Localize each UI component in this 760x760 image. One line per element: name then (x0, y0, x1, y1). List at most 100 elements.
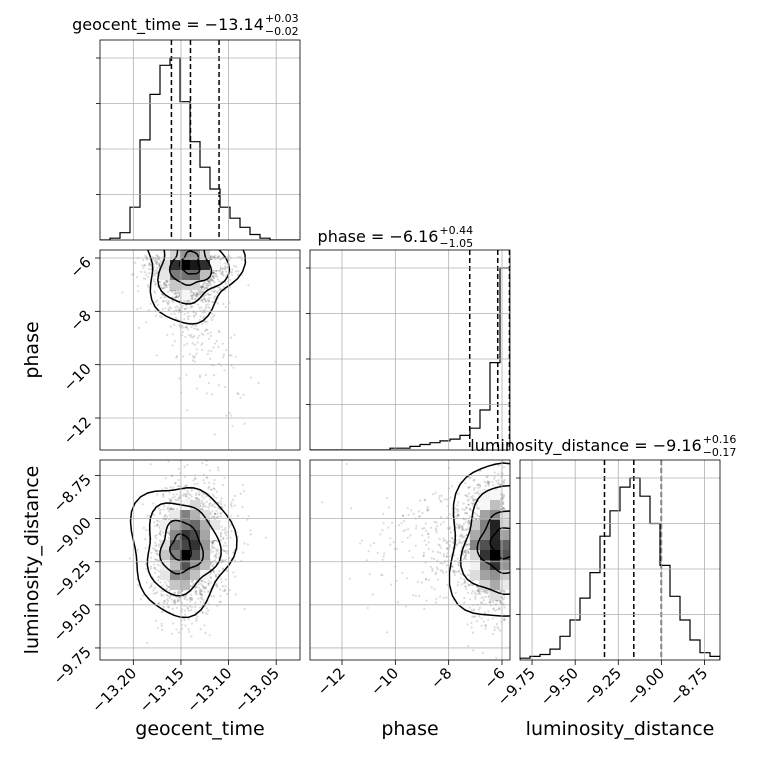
scatter-point (228, 412, 231, 415)
scatter-point (199, 600, 202, 604)
scatter-point (206, 284, 209, 287)
scatter-point (153, 567, 156, 570)
scatter-point (213, 342, 216, 345)
scatter-point (223, 588, 226, 591)
scatter-point (219, 531, 223, 535)
scatter-point (189, 596, 192, 600)
scatter-point (218, 362, 221, 365)
scatter-point (207, 506, 210, 509)
scatter-point (152, 274, 155, 277)
scatter-point (213, 478, 216, 482)
scatter-point (172, 508, 175, 511)
scatter-point (183, 596, 186, 599)
scatter-point (214, 506, 217, 509)
scatter-point (176, 484, 180, 488)
scatter-point (492, 607, 495, 610)
scatter-point (147, 286, 150, 289)
scatter-point (213, 515, 216, 519)
scatter-point (195, 352, 198, 355)
scatter-point (155, 519, 159, 523)
scatter-point (473, 608, 476, 611)
scatter-point (216, 278, 219, 281)
scatter-point (194, 477, 197, 480)
scatter-point (408, 549, 411, 553)
scatter-point (209, 469, 212, 472)
scatter-point (144, 277, 147, 280)
scatter-point (154, 558, 157, 561)
scatter-point (213, 433, 216, 436)
scatter-point (205, 299, 208, 302)
scatter-point (139, 307, 142, 310)
scatter-point (143, 264, 146, 267)
scatter-point (169, 506, 172, 509)
scatter-point (225, 266, 228, 269)
scatter-point (208, 307, 211, 310)
scatter-point (154, 260, 157, 263)
scatter-point (206, 286, 209, 289)
scatter-point (415, 524, 418, 527)
scatter-point (166, 507, 169, 510)
scatter-point (203, 315, 206, 318)
scatter-point (186, 311, 190, 314)
scatter-point (240, 258, 243, 261)
scatter-point (204, 611, 207, 614)
scatter-point (141, 264, 144, 267)
scatter-point (203, 281, 206, 284)
scatter-point (193, 483, 196, 486)
scatter-point (206, 279, 209, 282)
scatter-point (178, 496, 181, 499)
scatter-point (223, 385, 227, 389)
scatter-point (210, 279, 213, 282)
scatter-point (155, 261, 158, 264)
scatter-point (181, 334, 184, 337)
scatter-point (211, 279, 214, 282)
scatter-point (243, 422, 246, 425)
scatter-point (200, 593, 203, 596)
scatter-point (195, 295, 198, 298)
scatter-point (225, 282, 228, 285)
scatter-point (154, 283, 157, 286)
scatter-point (200, 306, 203, 309)
scatter-point (475, 503, 478, 506)
scatter-point (170, 312, 173, 315)
scatter-point (207, 303, 210, 306)
scatter-point (455, 570, 458, 574)
scatter-point (207, 293, 210, 296)
scatter-point (214, 573, 217, 577)
scatter-point (190, 495, 193, 498)
scatter-point (202, 586, 205, 589)
scatter-point (225, 534, 228, 537)
scatter-point (169, 507, 172, 510)
scatter-point (215, 584, 218, 587)
scatter-point (212, 595, 216, 598)
scatter-point (202, 585, 205, 588)
scatter-point (199, 590, 202, 593)
scatter-point (216, 585, 219, 588)
scatter-point (194, 497, 197, 500)
scatter-point (194, 493, 198, 496)
scatter-point (195, 589, 198, 592)
scatter-point (189, 597, 192, 600)
scatter-point (210, 278, 214, 281)
scatter-point (203, 590, 206, 593)
scatter-point (222, 590, 225, 593)
scatter-point (175, 499, 178, 502)
scatter-point (201, 322, 204, 325)
scatter-point (457, 526, 460, 529)
scatter-point (173, 312, 176, 316)
scatter-point (209, 551, 212, 554)
scatter-point (165, 299, 168, 303)
scatter-point (215, 516, 218, 519)
scatter-point (146, 514, 149, 517)
scatter-point (207, 381, 210, 385)
scatter-point (231, 273, 234, 276)
scatter-point (190, 635, 193, 638)
scatter-point (234, 593, 237, 596)
scatter-point (200, 343, 203, 346)
scatter-point (185, 342, 189, 345)
scatter-point (215, 582, 219, 586)
scatter-point (213, 555, 216, 558)
scatter-point (177, 497, 180, 500)
scatter-point (159, 315, 162, 318)
scatter-point (222, 544, 225, 547)
